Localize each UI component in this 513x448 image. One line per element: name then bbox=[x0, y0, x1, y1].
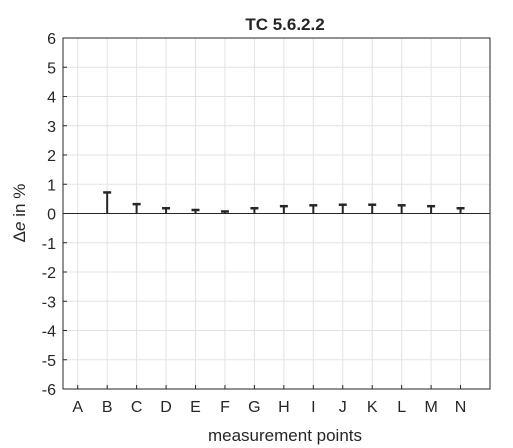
y-tick-label: 0 bbox=[47, 207, 56, 224]
x-tick-label: J bbox=[339, 399, 347, 416]
y-tick-label: -6 bbox=[42, 382, 56, 399]
x-tick-label: K bbox=[367, 399, 378, 416]
x-tick-label: E bbox=[190, 399, 201, 416]
x-tick-label: L bbox=[397, 399, 406, 416]
y-tick-label: 5 bbox=[47, 60, 56, 77]
y-tick-labels: 6 5 4 3 2 1 0 -1 -2 -3 -4 -5 -6 bbox=[42, 31, 67, 399]
y-tick-label: -1 bbox=[42, 236, 56, 253]
y-tick-label: 6 bbox=[47, 31, 56, 48]
x-tick-label: G bbox=[248, 399, 260, 416]
x-tick-label: D bbox=[160, 399, 172, 416]
chart-title: TC 5.6.2.2 bbox=[245, 15, 324, 34]
x-tick-label: C bbox=[131, 399, 143, 416]
x-tick-label: M bbox=[424, 399, 437, 416]
y-axis-label-unit: in % bbox=[10, 184, 29, 222]
x-tick-label: H bbox=[278, 399, 290, 416]
x-tick-label: I bbox=[311, 399, 315, 416]
x-axis-label: measurement points bbox=[208, 426, 362, 445]
y-tick-label: 3 bbox=[47, 119, 56, 136]
y-tick-label: -5 bbox=[42, 353, 56, 370]
y-tick-label: -4 bbox=[42, 324, 56, 341]
y-tick-label: -3 bbox=[42, 294, 56, 311]
y-tick-label: -2 bbox=[42, 265, 56, 282]
y-tick-label: 1 bbox=[47, 177, 56, 194]
y-axis-label-variable: e bbox=[10, 221, 29, 230]
stems bbox=[103, 191, 465, 214]
y-tick-label: 2 bbox=[47, 148, 56, 165]
y-tick-label: 4 bbox=[47, 90, 56, 107]
x-tick-label: N bbox=[455, 399, 467, 416]
x-tick-label: B bbox=[102, 399, 113, 416]
x-tick-label: A bbox=[72, 399, 83, 416]
x-tick-label: F bbox=[220, 399, 230, 416]
y-axis-label-symbol: Δ bbox=[10, 231, 29, 242]
y-axis-label: Δe in % bbox=[10, 184, 29, 243]
